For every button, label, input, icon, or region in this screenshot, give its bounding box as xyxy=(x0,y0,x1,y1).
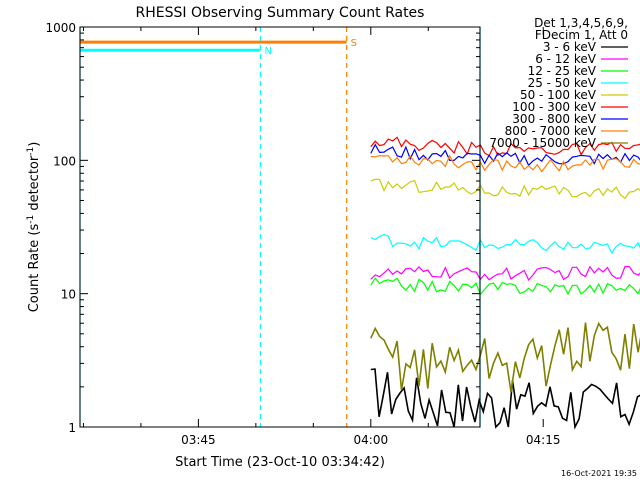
series-line-800-7000-kev xyxy=(370,154,640,173)
legend-label-300-800-kev: 300 - 800 keV xyxy=(512,112,596,126)
footer-timestamp: 16-Oct-2021 19:35 xyxy=(561,469,637,478)
y-axis-label-sup1: -1 xyxy=(26,215,36,224)
state-bars: SN xyxy=(80,38,357,57)
legend-label-7000-15000-kev: 7000 - 15000 keV xyxy=(489,136,596,150)
series-line-6-12-kev xyxy=(370,265,640,281)
x-axis-label: Start Time (23-Oct-10 03:34:42) xyxy=(175,455,385,470)
series-line-12-25-kev xyxy=(370,277,640,296)
y-tick-label-0: 1 xyxy=(68,421,76,435)
legend-header-line-2: FDecim 1, Att 0 xyxy=(535,28,628,42)
vertical-lines xyxy=(79,27,481,427)
chart-title: RHESSI Observing Summary Count Rates xyxy=(136,5,425,21)
legend-label-100-300-kev: 100 - 300 keV xyxy=(512,100,596,114)
y-tick-label-2: 100 xyxy=(53,154,76,168)
legend-label-6-12-kev: 6 - 12 keV xyxy=(535,52,597,66)
legend: Det 1,3,4,5,6,9, FDecim 1, Att 0 3 - 6 k… xyxy=(489,16,628,150)
y-axis-label-mid: detector xyxy=(27,155,42,215)
y-axis-label: Count Rate (s-1 detector-1) xyxy=(26,142,42,313)
plot-frame xyxy=(79,26,481,428)
series-lines xyxy=(370,136,640,430)
plot-area: SN 03:4504:0004:1504:3004:4505:001101001… xyxy=(45,21,640,447)
series-line-100-300-kev xyxy=(370,136,640,157)
y-axis-label-sup2: -1 xyxy=(26,147,36,156)
series-line-300-800-kev xyxy=(370,143,640,167)
x-tick-label-2: 04:15 xyxy=(526,433,561,447)
x-tick-label-1: 04:00 xyxy=(354,433,389,447)
y-tick-label-1: 10 xyxy=(61,288,76,302)
series-line-25-50-kev xyxy=(370,233,640,255)
series-line-50-100-kev xyxy=(370,178,640,200)
x-tick-label-0: 03:45 xyxy=(181,433,216,447)
legend-label-3-6-kev: 3 - 6 keV xyxy=(543,40,597,54)
series-line-3-6-kev xyxy=(370,368,640,430)
legend-label-800-7000-kev: 800 - 7000 keV xyxy=(505,124,597,138)
legend-header-line-1: Det 1,3,4,5,6,9, xyxy=(534,16,628,30)
legend-label-12-25-kev: 12 - 25 keV xyxy=(528,64,597,78)
series-line-7000-15000-kev xyxy=(370,321,640,393)
state-bar-label-1: N xyxy=(264,46,271,57)
y-tick-label-3: 1000 xyxy=(45,21,76,35)
y-axis-label-main: Count Rate (s xyxy=(27,224,42,313)
legend-label-25-50-kev: 25 - 50 keV xyxy=(528,76,597,90)
state-bar-label-0: S xyxy=(351,38,357,49)
y-axis-label-end: ) xyxy=(27,142,42,147)
legend-label-50-100-kev: 50 - 100 keV xyxy=(520,88,597,102)
